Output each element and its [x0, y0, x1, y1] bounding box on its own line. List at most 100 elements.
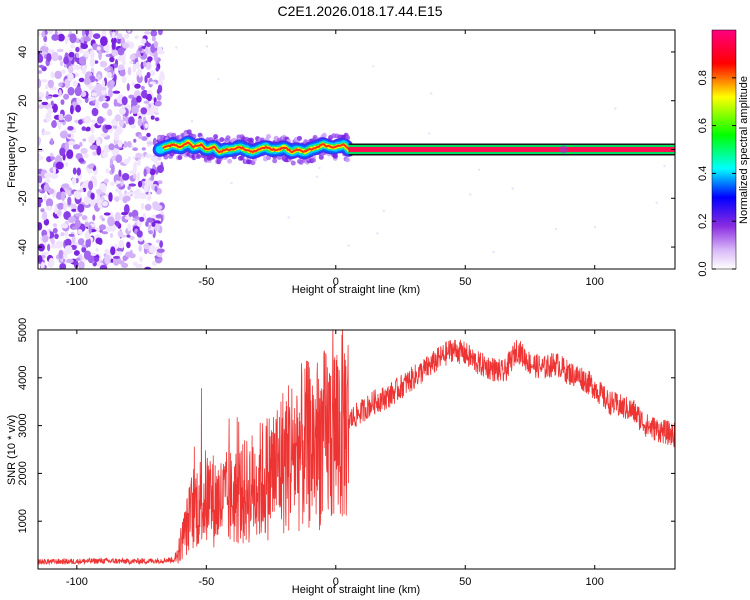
noise-cell	[102, 151, 108, 158]
noise-cell	[61, 183, 70, 189]
noise-cell	[114, 114, 122, 122]
y-tick-label: -20	[17, 190, 29, 206]
y-tick-label: 40	[17, 46, 29, 58]
noise-cell	[116, 37, 122, 44]
noise-cell	[143, 60, 147, 68]
noise-cell	[110, 246, 116, 256]
noise-cell	[68, 65, 74, 74]
noise-cell	[146, 71, 151, 79]
noise-cell	[73, 260, 79, 269]
noise-cell	[46, 205, 53, 211]
noise-cell	[64, 238, 72, 247]
noise-cell	[175, 46, 178, 49]
noise-cell	[91, 119, 96, 124]
noise-cell	[143, 243, 150, 250]
noise-cell	[72, 167, 77, 175]
noise-cell	[72, 144, 81, 150]
noise-cell	[129, 249, 133, 256]
noise-cell	[88, 135, 96, 144]
noise-cell	[87, 163, 94, 169]
noise-cell	[38, 152, 41, 157]
noise-cell	[133, 261, 138, 267]
noise-cell	[79, 141, 83, 147]
x-tick-label: -100	[66, 576, 88, 588]
noise-cell	[91, 92, 97, 97]
noise-cell	[107, 216, 115, 227]
noise-cell	[315, 175, 319, 178]
noise-cell	[38, 137, 41, 147]
noise-cell	[108, 192, 113, 202]
noise-cell	[121, 57, 126, 66]
noise-cell	[50, 156, 56, 161]
noise-cell	[88, 97, 96, 101]
noise-cell	[70, 104, 74, 115]
noise-cell	[159, 240, 164, 248]
noise-cell	[144, 75, 148, 84]
noise-cell	[150, 174, 155, 181]
noise-cell	[118, 107, 126, 115]
noise-cell	[156, 239, 161, 244]
noise-cell	[120, 181, 124, 186]
noise-cell	[122, 42, 130, 49]
noise-cell	[101, 231, 109, 235]
noise-cell	[127, 30, 131, 33]
heatmap-signal-track	[152, 129, 675, 166]
noise-cell	[93, 177, 98, 187]
noise-cell	[121, 96, 128, 106]
noise-cell	[111, 31, 116, 39]
noise-cell	[127, 156, 131, 162]
noise-cell	[98, 96, 104, 102]
colorbar-tick-label: 0.4	[697, 166, 709, 181]
noise-cell	[38, 197, 43, 204]
noise-cell	[477, 168, 481, 171]
noise-cell	[217, 78, 220, 81]
noise-cell	[78, 119, 83, 125]
noise-cell	[90, 192, 95, 200]
track-halo-cell	[345, 157, 351, 163]
noise-cell	[154, 223, 160, 232]
noise-cell	[89, 86, 95, 91]
noise-cell	[158, 30, 163, 36]
noise-cell	[83, 196, 90, 206]
noise-cell	[156, 248, 165, 253]
noise-cell	[144, 179, 152, 186]
spectrogram-x-label: Height of straight line (km)	[292, 284, 420, 296]
spectrogram-y-label: Frequency (Hz)	[6, 112, 18, 188]
noise-cell	[81, 215, 88, 221]
noise-cell	[57, 55, 63, 61]
noise-cell	[66, 190, 71, 195]
noise-cell	[85, 30, 89, 37]
noise-cell	[84, 231, 91, 240]
noise-cell	[86, 126, 91, 131]
noise-cell	[153, 220, 161, 224]
colorbar: 0.0 0.2 0.4 0.6 0.8 Normalized spectral ampl…	[697, 29, 750, 277]
noise-cell	[59, 60, 64, 67]
noise-cell	[129, 60, 134, 65]
noise-cell	[146, 93, 152, 102]
noise-cell	[140, 202, 145, 210]
noise-cell	[144, 123, 149, 129]
noise-cell	[95, 237, 102, 245]
noise-cell	[74, 219, 81, 228]
noise-cell	[54, 70, 62, 80]
noise-cell	[104, 254, 111, 265]
noise-cell	[136, 230, 143, 238]
noise-cell	[64, 162, 69, 167]
noise-cell	[149, 168, 156, 176]
noise-cell	[114, 196, 120, 202]
noise-cell	[157, 164, 164, 174]
noise-cell	[51, 34, 59, 41]
noise-cell	[134, 35, 139, 40]
noise-cell	[126, 234, 131, 238]
noise-cell	[51, 51, 59, 62]
noise-cell	[123, 33, 130, 39]
noise-cell	[60, 223, 69, 229]
noise-cell	[109, 56, 115, 63]
noise-cell	[105, 168, 109, 174]
noise-cell	[103, 178, 109, 184]
noise-cell	[38, 70, 43, 74]
noise-cell	[128, 94, 135, 99]
noise-cell	[153, 40, 159, 49]
noise-cell	[38, 96, 42, 103]
